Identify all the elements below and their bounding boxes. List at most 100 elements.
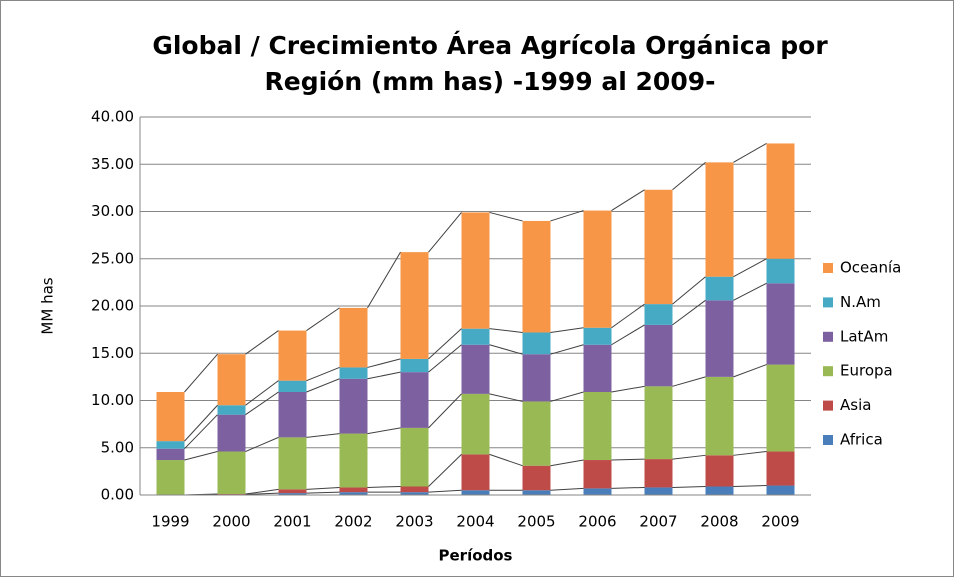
bar-segment xyxy=(278,380,307,392)
series-line xyxy=(550,459,584,467)
series-line xyxy=(245,391,279,416)
y-tick-label: 0.00 xyxy=(101,486,134,504)
series-line xyxy=(550,391,584,402)
series-line xyxy=(367,427,401,435)
bar-segment xyxy=(278,330,307,381)
legend: Africa Asia Europa LatAm N.Am Oceanía xyxy=(823,259,901,449)
x-tick-label: 2003 xyxy=(395,513,433,531)
bar-segment xyxy=(400,492,429,495)
bar-segment xyxy=(217,451,246,495)
bar-segment xyxy=(644,324,673,387)
bar-segment xyxy=(583,210,612,328)
series-line xyxy=(489,328,523,333)
legend-swatch xyxy=(823,366,833,377)
bar-segment xyxy=(400,358,429,373)
series-line xyxy=(489,453,523,467)
bar-segment xyxy=(522,332,551,355)
legend-swatch xyxy=(823,331,833,342)
bar-segment xyxy=(156,391,185,442)
legend-label: LatAm xyxy=(840,327,888,345)
bar-segment xyxy=(644,386,673,460)
series-line xyxy=(245,492,279,496)
y-tick-label: 30.00 xyxy=(91,202,134,220)
series-line xyxy=(733,258,767,278)
series-line xyxy=(245,380,279,406)
bar-segment xyxy=(461,490,490,495)
bar-segment xyxy=(400,372,429,428)
series-line xyxy=(550,327,584,333)
bar-segment xyxy=(583,488,612,495)
series-line xyxy=(184,404,218,442)
bar-segment xyxy=(461,393,490,455)
bar-segment xyxy=(766,485,795,495)
x-tick-label: 2009 xyxy=(761,513,799,531)
bar-segment xyxy=(705,486,734,495)
bar-segment xyxy=(766,283,795,365)
series-line xyxy=(367,485,401,488)
bar-segment xyxy=(278,391,307,438)
bar-segment xyxy=(217,405,246,415)
bar-segment xyxy=(705,276,734,301)
bar-segment xyxy=(461,212,490,329)
legend-swatch xyxy=(823,263,833,273)
y-tick-label: 10.00 xyxy=(91,391,134,409)
bar-segment xyxy=(278,493,307,495)
series-line xyxy=(306,433,340,438)
y-tick-label: 35.00 xyxy=(91,155,134,173)
series-line xyxy=(611,385,645,393)
series-line xyxy=(611,303,645,329)
legend-label: Europa xyxy=(840,362,893,380)
y-tick-label: 40.00 xyxy=(91,108,134,126)
bar-segment xyxy=(644,189,673,305)
bar-segment xyxy=(339,433,368,488)
series-line xyxy=(489,211,523,222)
bar-segment xyxy=(339,487,368,493)
series-line xyxy=(306,491,340,494)
y-axis-label: MM has xyxy=(39,277,57,334)
series-line xyxy=(489,393,523,402)
series-line xyxy=(550,487,584,491)
bar-segment xyxy=(583,327,612,345)
series-line xyxy=(306,307,340,331)
bar-segment xyxy=(644,459,673,488)
x-tick-label: 2006 xyxy=(578,513,616,531)
series-line xyxy=(428,328,462,360)
x-tick-label: 2008 xyxy=(700,513,738,531)
x-tick-label: 1999 xyxy=(151,513,189,531)
legend-label: Africa xyxy=(840,431,883,449)
bar-segment xyxy=(522,354,551,402)
series-line xyxy=(733,282,767,301)
bar-segment xyxy=(705,162,734,277)
series-line xyxy=(428,454,462,487)
legend-swatch xyxy=(823,435,833,445)
series-line xyxy=(306,378,340,393)
bar-segment xyxy=(339,492,368,495)
series-line xyxy=(672,161,706,191)
bar-segment xyxy=(766,364,795,452)
series-line xyxy=(367,371,401,380)
x-tick-label: 2002 xyxy=(334,513,372,531)
bar-segment xyxy=(583,391,612,461)
bar-segment xyxy=(522,490,551,495)
series-line xyxy=(672,376,706,387)
x-tick-label: 2001 xyxy=(273,513,311,531)
series-line xyxy=(184,414,218,450)
bar-segment xyxy=(400,427,429,487)
bar-segment xyxy=(461,328,490,345)
bar-segment xyxy=(766,258,795,284)
series-line xyxy=(489,344,523,355)
bar-segment xyxy=(156,441,185,449)
series-line xyxy=(733,485,767,487)
bar-segment xyxy=(278,437,307,490)
series-line xyxy=(611,458,645,461)
series-line xyxy=(672,299,706,326)
bar-segment xyxy=(705,300,734,377)
series-line xyxy=(611,486,645,489)
bar-segment xyxy=(705,376,734,456)
bar-segment xyxy=(278,489,307,494)
bar-segment xyxy=(339,378,368,434)
bar-segment xyxy=(644,304,673,325)
series-line xyxy=(306,366,340,382)
series-line xyxy=(672,454,706,460)
bar-segment xyxy=(766,451,795,486)
